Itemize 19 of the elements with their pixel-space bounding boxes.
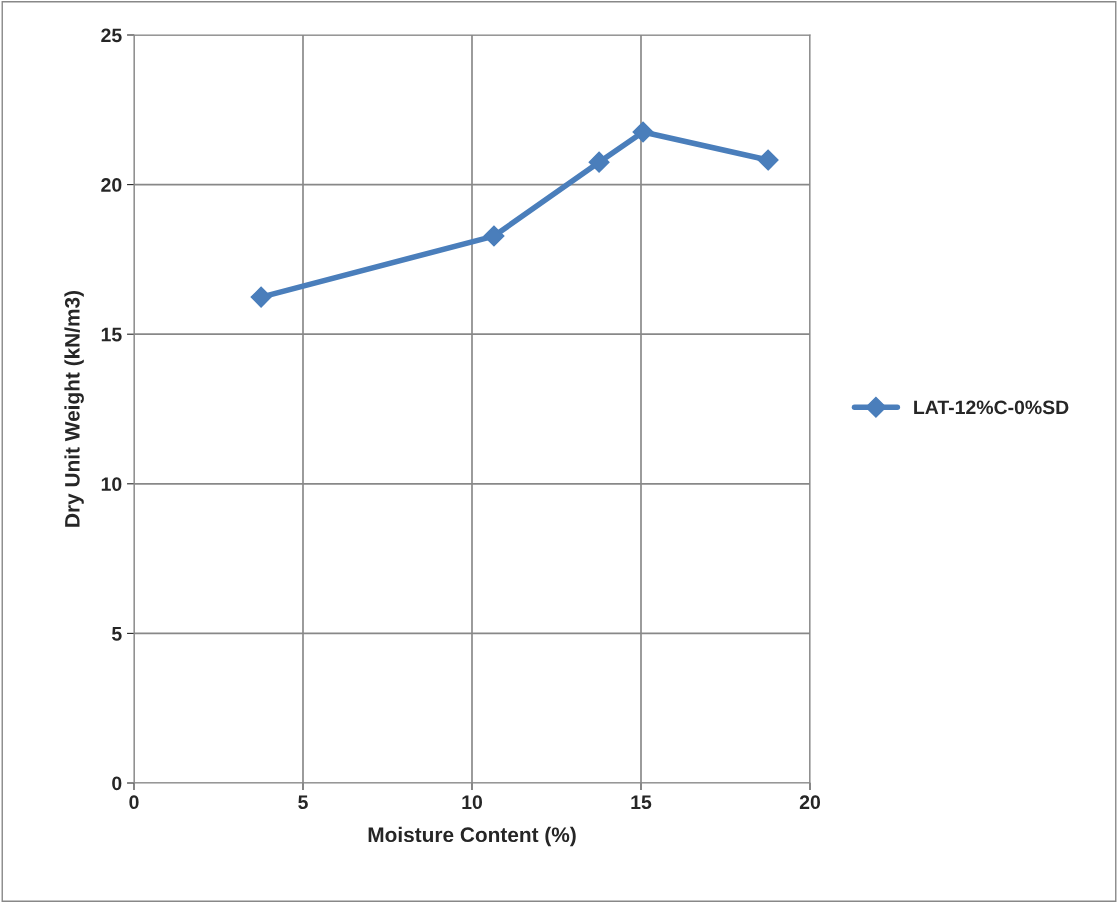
point	[483, 225, 505, 247]
x-tick-label: 20	[799, 795, 821, 810]
legend-label: LAT-12%C-0%SD	[914, 400, 1069, 415]
y-axis-title: Dry Unit Weight (kN/m3)	[64, 291, 84, 527]
y-tick-label: 10	[101, 477, 122, 492]
y-tick-label: 25	[101, 28, 122, 43]
x-tick-label: 5	[298, 795, 308, 810]
y-tick-label: 20	[101, 178, 122, 192]
point	[250, 286, 272, 308]
y-tick-label: 15	[101, 327, 122, 342]
y-tick-label: 5	[111, 627, 122, 641]
y-tick-label: 0	[112, 776, 122, 791]
x-tick-label: 10	[462, 795, 483, 810]
point	[588, 151, 610, 173]
x-axis-title: Moisture Content (%)	[368, 826, 576, 847]
x-tick-label: 0	[129, 795, 139, 810]
x-tick-label: 15	[631, 795, 652, 810]
point	[757, 149, 779, 171]
point	[632, 121, 654, 143]
